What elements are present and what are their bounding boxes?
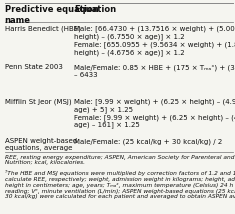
Text: ASPEN weight-based
equations, average: ASPEN weight-based equations, average: [5, 138, 77, 151]
Text: Male/Female: (25 kcal/kg + 30 kcal/kg) / 2: Male/Female: (25 kcal/kg + 30 kcal/kg) /…: [74, 138, 222, 144]
Text: Male/Female: 0.85 × HBE + (175 × Tₘₐˣ) + (33 × Vₑ)
– 6433: Male/Female: 0.85 × HBE + (175 × Tₘₐˣ) +…: [74, 64, 235, 78]
Text: Penn State 2003: Penn State 2003: [5, 64, 63, 70]
Text: Male: [9.99 × weight) + (6.25 × height) – (4.92 ×
age) + 5] × 1.25
Female: [9.99: Male: [9.99 × weight) + (6.25 × height) …: [74, 98, 235, 128]
Text: ᵀThe HBE and MSJ equations were multiplied by correction factors of 1.2 and 1.25: ᵀThe HBE and MSJ equations were multipli…: [5, 170, 235, 199]
Text: Mifflin St Jeor (MSJ): Mifflin St Jeor (MSJ): [5, 98, 71, 105]
Text: Equation: Equation: [74, 5, 116, 14]
Text: Male: [66.4730 + (13.7516 × weight) + (5.0033 ×
height) – (6.7550 × age)] × 1.2
: Male: [66.4730 + (13.7516 × weight) + (5…: [74, 26, 235, 56]
Text: Harris Benedict (HBE): Harris Benedict (HBE): [5, 26, 81, 32]
Text: Predictive equation
name: Predictive equation name: [5, 5, 98, 25]
Text: REE, resting energy expenditure; ASPEN, American Society for Parenteral and Ente: REE, resting energy expenditure; ASPEN, …: [5, 155, 235, 165]
